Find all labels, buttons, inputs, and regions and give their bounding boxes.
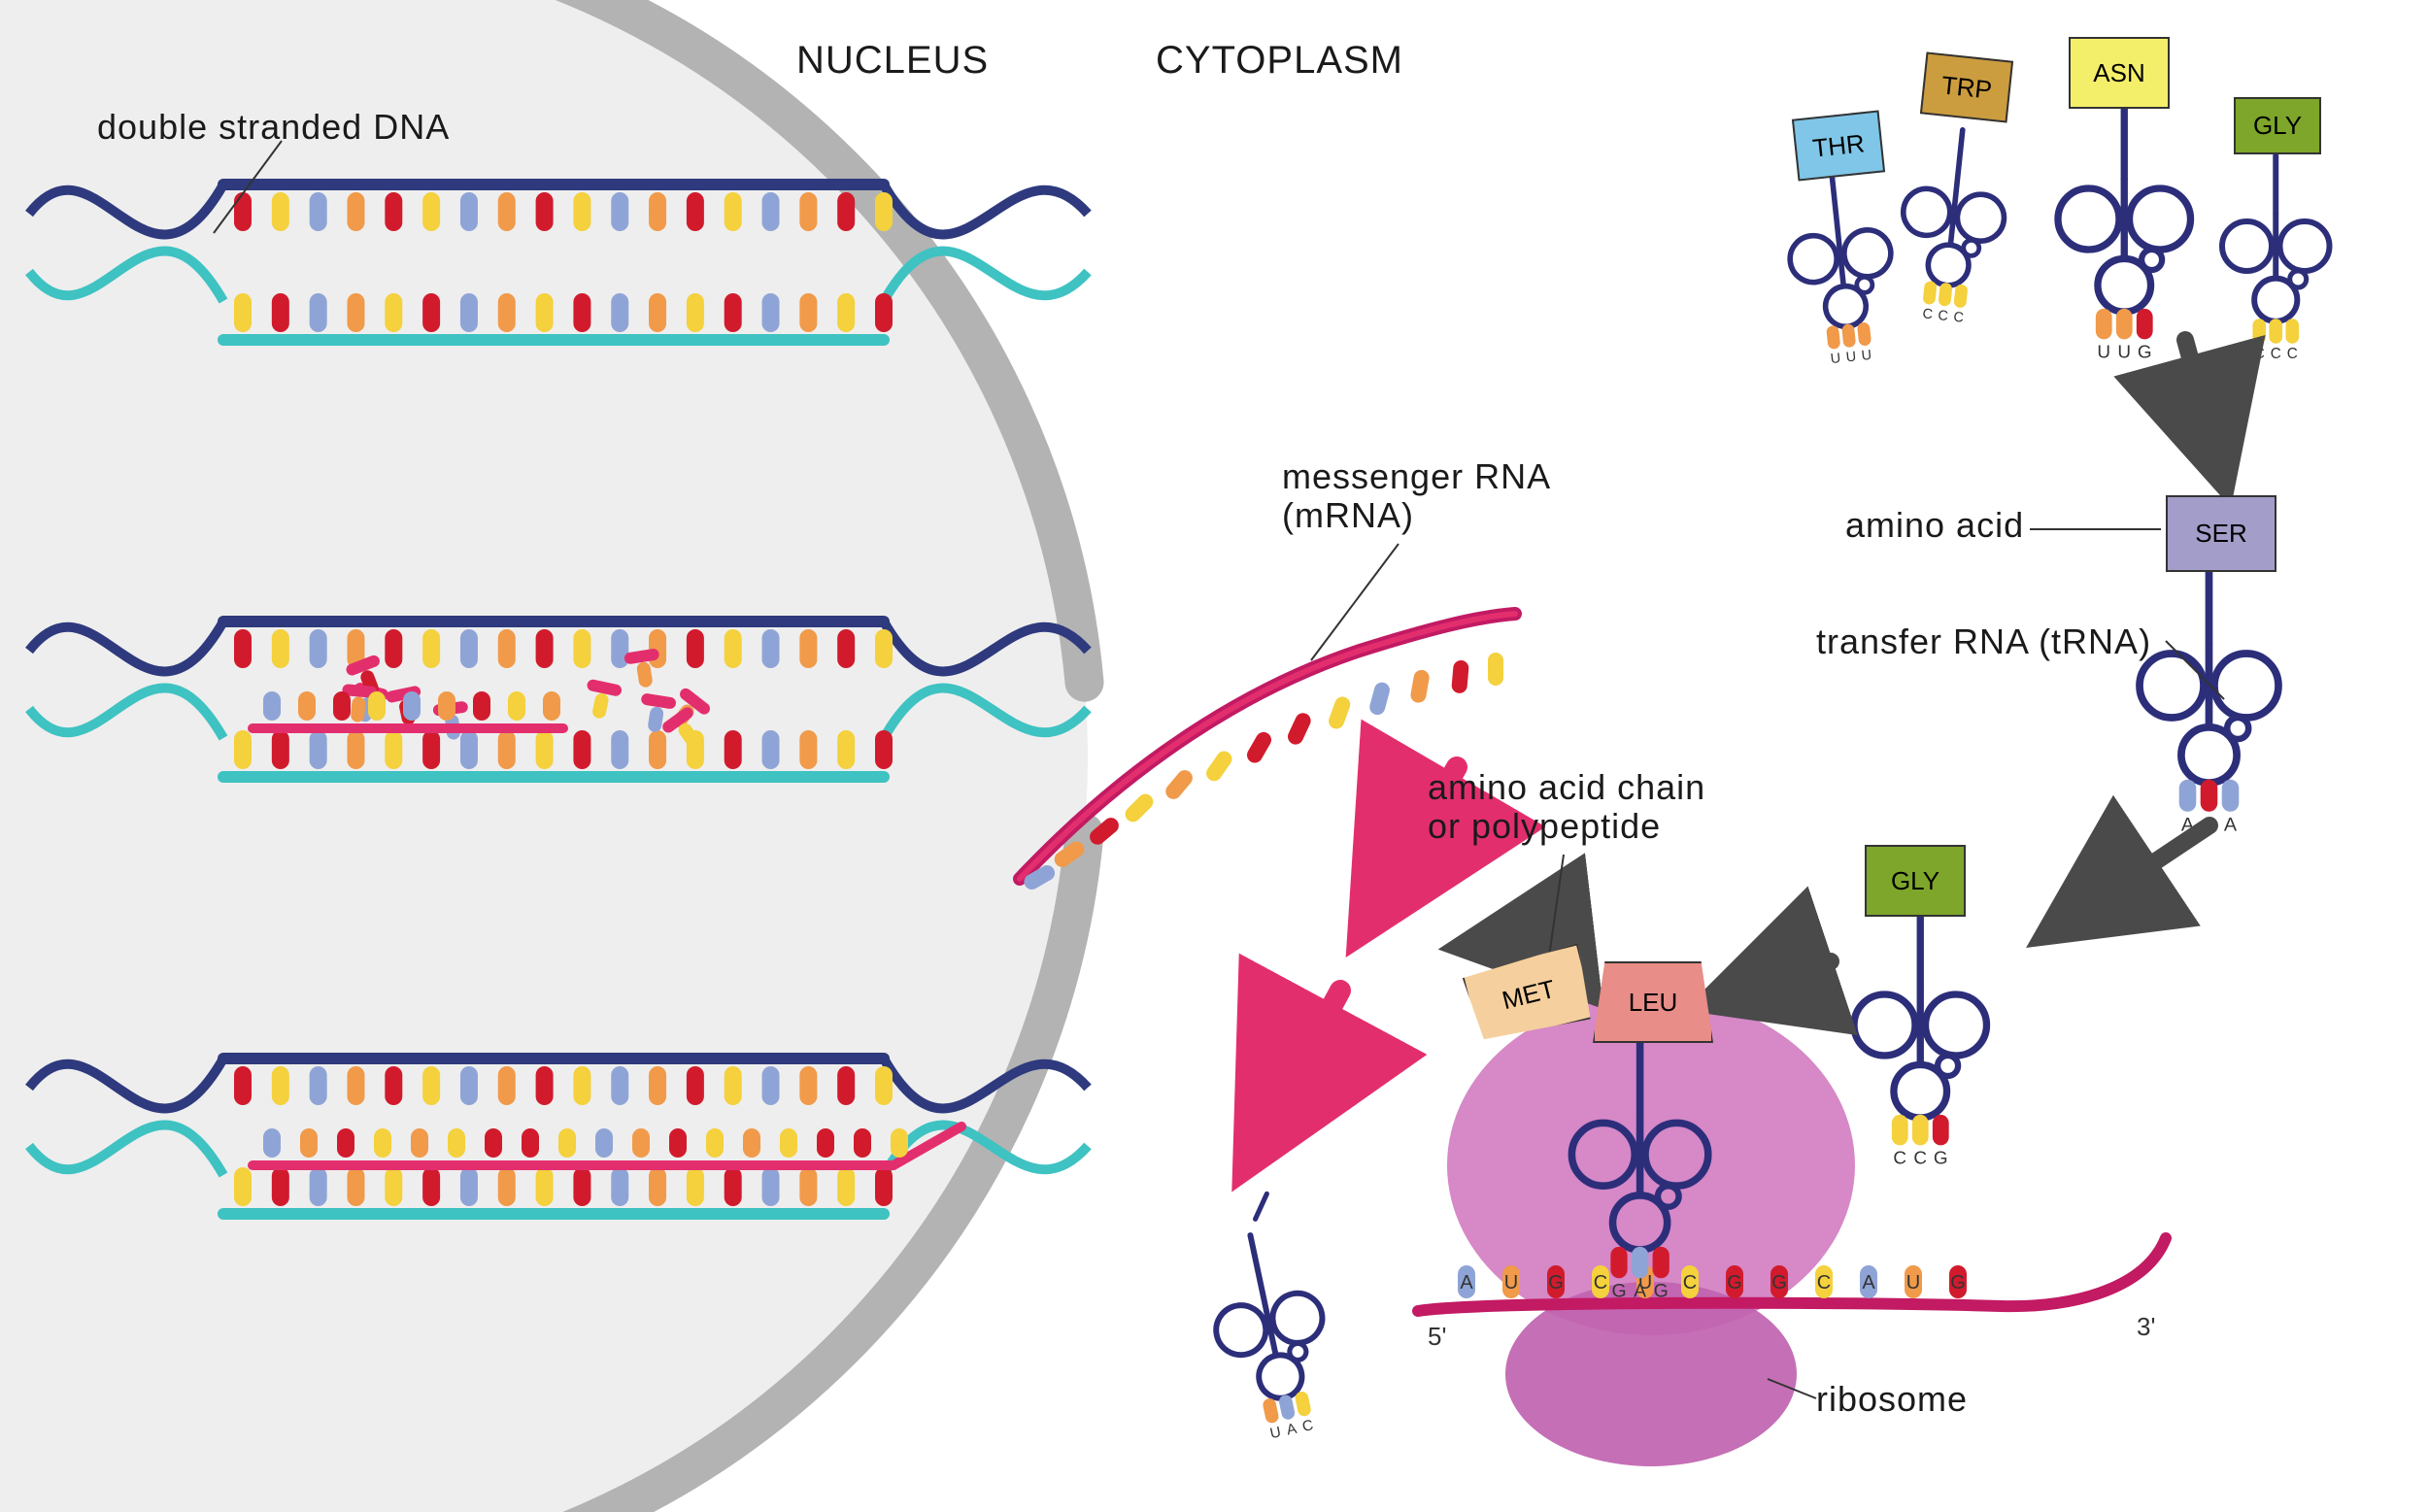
trna: CCC [2222,118,2330,362]
svg-text:G: G [1950,1272,1966,1294]
svg-text:C: C [1300,1417,1314,1435]
amino-acid-asn: ASN [2069,37,2170,109]
svg-text:U: U [1906,1272,1920,1294]
svg-text:A: A [1862,1272,1875,1294]
amino-acid-thr: THR [1792,110,1885,181]
svg-text:U: U [1504,1272,1518,1294]
svg-text:G: G [2138,342,2152,362]
svg-text:G: G [1548,1272,1564,1294]
svg-text:C: C [1594,1272,1607,1294]
svg-text:5': 5' [1428,1322,1446,1351]
svg-text:U: U [1268,1424,1282,1442]
cytoplasm-label: CYTOPLASM [1156,39,1403,83]
dsdna-label: double stranded DNA [97,107,450,148]
diagram-canvas: AUGCUCGGCAUG5'3'UUUCCCUUGCCCAGACCGGAGUAC [0,0,2428,1512]
svg-text:G: G [1727,1272,1742,1294]
amino-acid-leu: LEU [1593,961,1713,1043]
svg-text:G: G [1934,1148,1948,1168]
mrna-label: messenger RNA [1282,456,1551,497]
svg-text:U: U [1845,349,1857,365]
amino-acid-gly: GLY [2234,97,2321,154]
svg-text:U: U [1861,348,1872,364]
nucleus-label: NUCLEUS [796,39,989,83]
svg-text:U: U [1830,351,1841,367]
polypeptide-label: amino acid chain [1428,767,1705,808]
svg-text:C: C [1922,306,1934,322]
svg-text:C: C [1683,1272,1697,1294]
svg-text:A: A [1634,1281,1646,1302]
svg-text:C: C [1817,1272,1831,1294]
amino-acid-gly: GLY [1865,845,1966,917]
svg-text:G: G [1611,1281,1626,1302]
polypeptide-label: or polypeptide [1428,806,1661,847]
svg-text:G: G [1771,1272,1787,1294]
amino-acid-trp: TRP [1920,51,2013,122]
svg-text:C: C [1953,310,1965,326]
svg-text:C: C [1938,308,1949,324]
svg-text:3': 3' [2137,1312,2155,1341]
ribosome-label: ribosome [1816,1379,1968,1420]
svg-text:G: G [1654,1281,1669,1302]
mrna-label: (mRNA) [1282,495,1414,536]
trna-label: transfer RNA (tRNA) [1816,622,2151,662]
ribosome [1447,995,1855,1466]
amino-acid-ser: SER [2166,495,2276,572]
trna: CCC [1892,90,2016,329]
svg-text:C: C [2271,346,2281,362]
trna: UAC [1190,1188,1345,1449]
svg-text:A: A [2224,815,2238,836]
svg-text:U: U [2097,342,2110,362]
svg-text:A: A [1285,1421,1298,1439]
svg-text:C: C [2287,346,2298,362]
svg-text:C: C [2254,346,2265,362]
svg-text:C: C [1913,1148,1927,1168]
svg-text:C: C [1893,1148,1906,1168]
amino-acid-label: amino acid [1845,505,2024,546]
svg-text:U: U [2117,342,2131,362]
svg-text:A: A [1460,1272,1473,1294]
